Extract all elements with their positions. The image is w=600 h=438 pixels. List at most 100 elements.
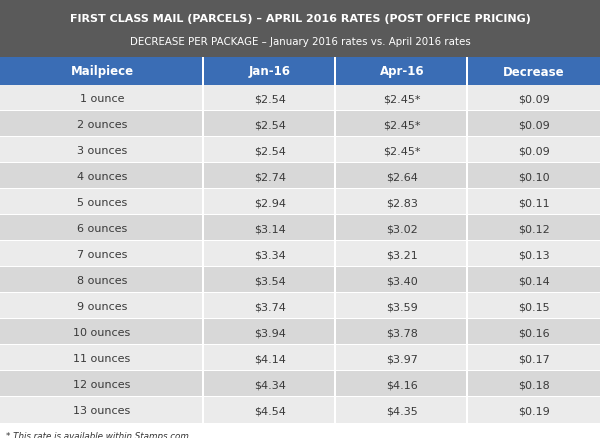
Text: $3.34: $3.34 <box>254 249 286 259</box>
Text: Apr-16: Apr-16 <box>380 65 424 78</box>
Bar <box>0 266 600 267</box>
Bar <box>0 344 600 345</box>
Bar <box>468 164 600 190</box>
Bar <box>468 397 600 423</box>
Text: $2.94: $2.94 <box>254 198 286 208</box>
Bar <box>336 215 466 241</box>
Bar <box>0 240 600 241</box>
Bar <box>0 371 202 397</box>
Text: FIRST CLASS MAIL (PARCELS) – APRIL 2016 RATES (POST OFFICE PRICING): FIRST CLASS MAIL (PARCELS) – APRIL 2016 … <box>70 14 530 24</box>
Text: $2.54: $2.54 <box>254 146 286 155</box>
Bar <box>0 345 202 371</box>
Bar <box>0 292 600 293</box>
Text: $0.09: $0.09 <box>518 120 550 130</box>
Text: $4.14: $4.14 <box>254 353 286 363</box>
Text: $0.14: $0.14 <box>518 276 550 285</box>
Bar <box>204 190 334 215</box>
Bar <box>0 293 202 319</box>
Text: $0.15: $0.15 <box>518 301 550 311</box>
Bar <box>468 215 600 241</box>
Text: $0.17: $0.17 <box>518 353 550 363</box>
Bar <box>204 319 334 345</box>
Bar <box>336 267 466 293</box>
Text: $2.83: $2.83 <box>386 198 418 208</box>
Text: $2.64: $2.64 <box>386 172 418 182</box>
Bar <box>336 86 466 112</box>
Bar <box>204 345 334 371</box>
Bar <box>204 164 334 190</box>
Text: $2.54: $2.54 <box>254 94 286 104</box>
Text: $3.97: $3.97 <box>386 353 418 363</box>
Text: $2.54: $2.54 <box>254 120 286 130</box>
Text: $0.18: $0.18 <box>518 379 550 389</box>
Bar <box>0 111 600 112</box>
Bar <box>336 138 466 164</box>
Bar <box>336 371 466 397</box>
Bar <box>468 86 600 112</box>
Text: DECREASE PER PACKAGE – January 2016 rates vs. April 2016 rates: DECREASE PER PACKAGE – January 2016 rate… <box>130 37 470 47</box>
Bar <box>0 137 600 138</box>
Bar <box>204 112 334 138</box>
Bar <box>0 138 202 164</box>
Bar <box>204 267 334 293</box>
Text: $3.94: $3.94 <box>254 327 286 337</box>
Text: $4.34: $4.34 <box>254 379 286 389</box>
Bar <box>204 293 334 319</box>
Bar <box>468 138 600 164</box>
Bar <box>468 241 600 267</box>
Bar <box>0 162 600 164</box>
Text: $2.45*: $2.45* <box>383 94 421 104</box>
Text: $2.45*: $2.45* <box>383 120 421 130</box>
Text: $3.59: $3.59 <box>386 301 418 311</box>
Text: $3.02: $3.02 <box>386 223 418 233</box>
Bar <box>204 86 334 112</box>
Bar <box>468 319 600 345</box>
Text: 13 ounces: 13 ounces <box>73 405 131 415</box>
Bar <box>0 370 600 371</box>
Bar <box>336 241 466 267</box>
Text: $0.16: $0.16 <box>518 327 550 337</box>
Text: 4 ounces: 4 ounces <box>77 172 127 182</box>
Bar <box>468 267 600 293</box>
Text: 7 ounces: 7 ounces <box>77 249 127 259</box>
Text: Jan-16: Jan-16 <box>249 65 291 78</box>
Bar <box>0 318 600 319</box>
Bar <box>336 319 466 345</box>
Bar <box>336 112 466 138</box>
Text: $0.13: $0.13 <box>518 249 550 259</box>
Text: 9 ounces: 9 ounces <box>77 301 127 311</box>
Text: $3.54: $3.54 <box>254 276 286 285</box>
Text: $0.09: $0.09 <box>518 146 550 155</box>
Bar <box>204 371 334 397</box>
Bar <box>0 241 202 267</box>
Text: $3.74: $3.74 <box>254 301 286 311</box>
Bar <box>0 86 202 112</box>
Bar <box>0 267 202 293</box>
Text: $0.09: $0.09 <box>518 94 550 104</box>
Bar <box>0 319 202 345</box>
Bar <box>0 0 600 58</box>
Bar <box>0 397 202 423</box>
Bar <box>468 371 600 397</box>
Text: $0.19: $0.19 <box>518 405 550 415</box>
Text: $3.21: $3.21 <box>386 249 418 259</box>
Text: $0.12: $0.12 <box>518 223 550 233</box>
Bar <box>204 215 334 241</box>
Text: 6 ounces: 6 ounces <box>77 223 127 233</box>
Bar <box>0 190 202 215</box>
Bar <box>468 190 600 215</box>
Bar <box>336 397 466 423</box>
Text: $3.78: $3.78 <box>386 327 418 337</box>
Text: 8 ounces: 8 ounces <box>77 276 127 285</box>
Text: $0.11: $0.11 <box>518 198 550 208</box>
Bar <box>336 164 466 190</box>
Bar <box>0 396 600 397</box>
Text: 10 ounces: 10 ounces <box>73 327 131 337</box>
Text: $3.14: $3.14 <box>254 223 286 233</box>
Text: $3.40: $3.40 <box>386 276 418 285</box>
Text: $4.16: $4.16 <box>386 379 418 389</box>
Text: 1 ounce: 1 ounce <box>80 94 124 104</box>
Text: * This rate is available within Stamps.com.: * This rate is available within Stamps.c… <box>6 431 191 438</box>
Bar <box>0 189 600 190</box>
Text: $0.10: $0.10 <box>518 172 550 182</box>
